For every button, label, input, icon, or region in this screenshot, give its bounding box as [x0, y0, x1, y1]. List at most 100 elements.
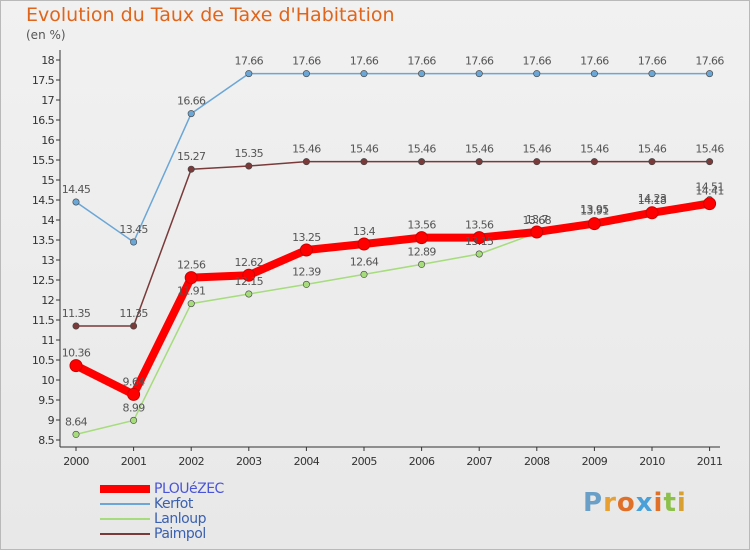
legend-swatch	[100, 503, 150, 505]
data-label: 16.66	[177, 95, 206, 108]
y-tick-label: 16.5	[32, 114, 55, 127]
data-label: 12.62	[235, 256, 264, 269]
data-label: 15.46	[638, 143, 667, 156]
data-label: 14.41	[695, 185, 724, 198]
data-label: 13.15	[465, 235, 494, 248]
data-label: 15.46	[292, 143, 321, 156]
y-tick-label: 11.5	[32, 314, 55, 327]
data-label: 17.66	[407, 55, 436, 68]
data-label: 17.66	[638, 55, 667, 68]
y-tick-label: 12	[41, 294, 54, 307]
legend-swatch	[100, 518, 150, 520]
data-point	[418, 260, 426, 268]
chart-title: Evolution du Taux de Taxe d'Habitation	[26, 4, 395, 26]
data-label: 17.66	[580, 55, 609, 68]
data-point	[475, 250, 483, 258]
data-point	[245, 70, 253, 78]
data-point	[415, 231, 429, 245]
data-label: 14.51	[695, 181, 724, 194]
data-point	[130, 238, 138, 246]
data-label: 17.66	[695, 55, 724, 68]
data-point	[706, 158, 714, 166]
y-tick-label: 12.5	[32, 274, 55, 287]
data-point	[590, 158, 598, 166]
y-tick-label: 14.5	[32, 194, 55, 207]
data-point	[645, 206, 659, 220]
data-label: 13.25	[292, 231, 321, 244]
legend-swatch	[100, 533, 150, 535]
data-label: 13.7	[526, 213, 549, 226]
y-tick-label: 9.5	[38, 394, 54, 407]
data-label: 15.27	[177, 150, 206, 163]
data-label: 13.56	[407, 219, 436, 232]
data-point	[703, 197, 717, 211]
data-label: 12.64	[350, 255, 379, 268]
data-label: 13.4	[353, 225, 376, 238]
data-point	[648, 70, 656, 78]
logo-letter: x	[635, 488, 654, 518]
data-label: 15.46	[407, 143, 436, 156]
data-point	[72, 430, 80, 438]
proxiti-logo: Proxiti	[583, 488, 687, 518]
data-label: 17.66	[350, 55, 379, 68]
series-line-paimpol	[75, 160, 711, 327]
data-point	[472, 231, 486, 245]
logo-letter: o	[616, 488, 636, 518]
data-label: 12.89	[407, 245, 436, 258]
data-point	[360, 70, 368, 78]
x-tick-label: 2005	[351, 455, 377, 468]
data-point	[302, 70, 310, 78]
series-line-plouézec	[72, 199, 714, 399]
y-tick-label: 10	[41, 374, 54, 387]
data-point	[418, 70, 426, 78]
x-tick-label: 2011	[697, 455, 723, 468]
x-tick-label: 2009	[582, 455, 608, 468]
y-tick-label: 9	[48, 414, 55, 427]
legend-label: PLOUéZEC	[154, 481, 224, 497]
chart-subtitle: (en %)	[26, 28, 66, 42]
data-point	[357, 237, 371, 251]
data-label: 13.45	[119, 223, 148, 236]
y-tick-label: 13.5	[32, 234, 55, 247]
series-line-kerfot	[75, 72, 711, 243]
data-point	[187, 110, 195, 118]
data-point	[187, 300, 195, 308]
data-label: 15.46	[580, 143, 609, 156]
data-point	[245, 162, 253, 170]
data-label: 17.66	[523, 55, 552, 68]
x-tick-label: 2007	[466, 455, 492, 468]
y-tick-label: 11	[41, 334, 54, 347]
data-label: 12.15	[235, 275, 264, 288]
data-point	[187, 165, 195, 173]
data-point	[475, 70, 483, 78]
data-label: 12.39	[292, 265, 321, 278]
data-label: 13.56	[465, 219, 494, 232]
data-label: 9.64	[123, 375, 146, 388]
data-label: 15.46	[695, 143, 724, 156]
y-tick-label: 17.5	[32, 74, 55, 87]
data-point	[302, 280, 310, 288]
y-tick-label: 15	[41, 174, 54, 187]
data-point	[648, 158, 656, 166]
data-point	[69, 359, 83, 373]
data-point	[130, 322, 138, 330]
data-point	[184, 271, 198, 285]
data-label: 8.99	[123, 401, 146, 414]
y-tick-label: 10.5	[32, 354, 55, 367]
data-label: 11.91	[177, 285, 206, 298]
data-point	[72, 198, 80, 206]
data-label: 15.35	[235, 147, 264, 160]
legend-label: Kerfot	[154, 496, 193, 512]
data-label: 11.35	[119, 307, 148, 320]
legend-label: Lanloup	[154, 511, 206, 527]
x-tick-label: 2000	[63, 455, 89, 468]
data-label: 14.45	[62, 183, 91, 196]
data-label: 8.64	[65, 415, 88, 428]
logo-letter: P	[583, 488, 604, 518]
data-point	[127, 387, 141, 401]
x-tick-label: 2006	[409, 455, 435, 468]
data-label: 17.66	[292, 55, 321, 68]
data-point	[245, 290, 253, 298]
data-point	[130, 416, 138, 424]
